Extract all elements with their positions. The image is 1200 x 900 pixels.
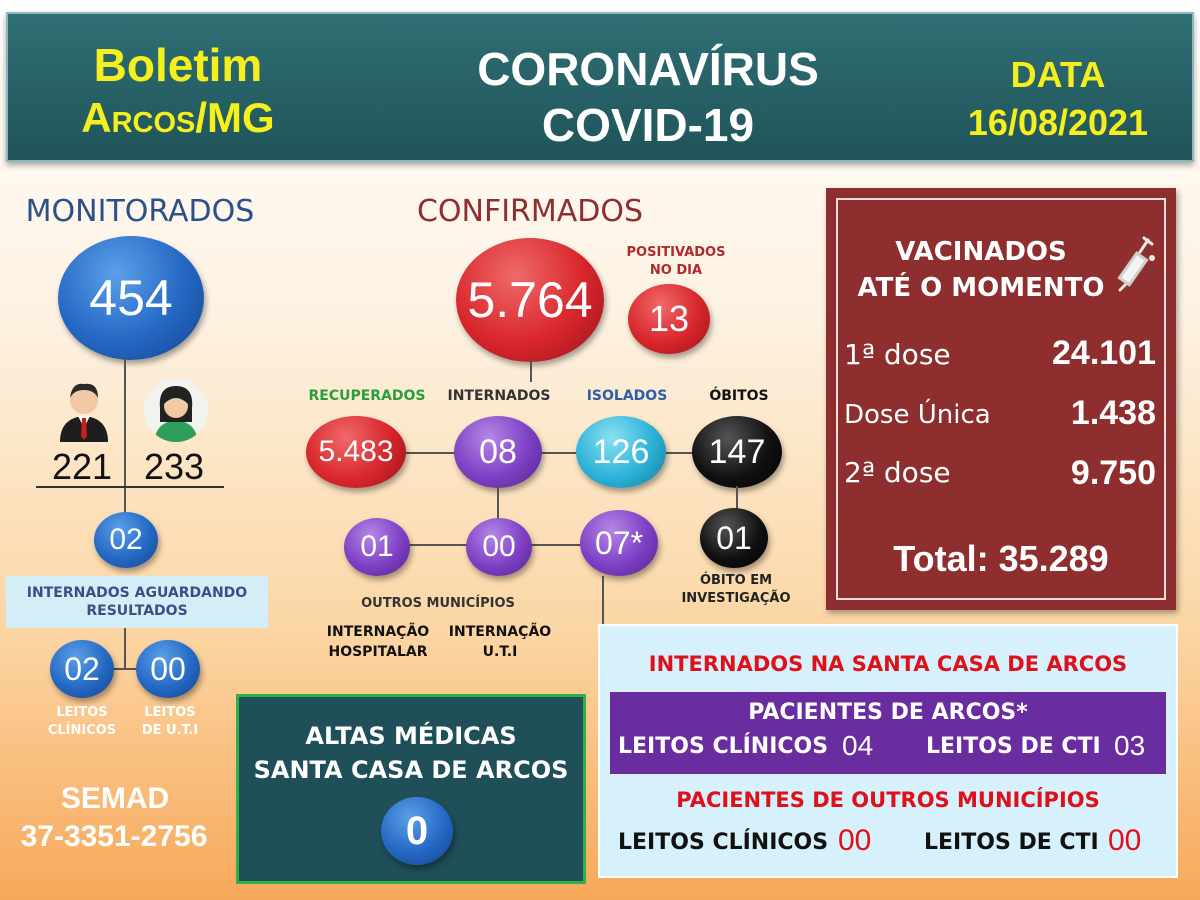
leitos-connector [96,668,154,670]
pacientes-arcos-bar: PACIENTES DE ARCOS* LEITOS CLÍNICOS 04 L… [610,692,1166,774]
vacinados-title: VACINADOS ATÉ O MOMENTO [846,234,1116,306]
outros-clinicos-value: 00 [838,824,872,857]
outros-uti-circle: 00 [466,518,532,576]
outros-cti-label: LEITOS DE CTI [924,830,1099,855]
monitorados-total-circle: 454 [58,236,204,360]
aguardando-label: INTERNADOS AGUARDANDO RESULTADOS [6,576,268,628]
pacientes-outros-title: PACIENTES DE OUTROS MUNICÍPIOS [676,788,1100,812]
leitos-uti-label-2: DE U.T.I [141,723,199,738]
internacao-hosp-label-2: HOSPITALAR [328,644,428,660]
title-coronavirus: CORONAVÍRUS [477,43,819,95]
obitos-connector [736,486,738,510]
internacao-uti-label-1: INTERNAÇÃO [448,624,552,640]
city-label: Arcos/MG [81,94,275,141]
positivados-label-2: NO DIA [649,263,703,278]
monitorados-divider [36,486,224,488]
semad-label: SEMAD [60,782,170,815]
internados-arcos-circle: 07* [580,510,658,576]
arcos-clinicos-value: 04 [842,730,874,761]
outros-hosp-circle: 01 [344,518,410,576]
mulheres-count: 233 [143,446,205,487]
recuperados-circle: 5.483 [306,416,406,488]
syringe-icon [1110,232,1158,296]
dose2-label: 2ª dose [844,456,951,489]
female-person-icon [144,378,208,442]
confirmados-title: CONFIRMADOS [416,194,644,229]
vacinados-title-1: VACINADOS [895,237,1067,267]
obitos-label: ÓBITOS [709,388,769,404]
internados-circle: 08 [454,416,542,488]
arcos-cti-label: LEITOS DE CTI [926,734,1101,759]
obito-investigacao-label-1: ÓBITO EM [699,573,773,588]
altas-title-1: ALTAS MÉDICAS [305,722,517,750]
leitos-clinicos-label: LEITOS CLÍNICOS [36,704,128,740]
altas-title-2: SANTA CASA DE ARCOS [253,756,569,784]
outros-cti-value: 00 [1108,824,1142,857]
leitos-uti-circle: 00 [136,640,200,698]
vacinados-frame [836,198,1166,600]
altas-panel: ALTAS MÉDICAS SANTA CASA DE ARCOS 0 [236,694,586,884]
vacinados-title-2: ATÉ O MOMENTO [857,273,1105,303]
outros-clinicos-label: LEITOS CLÍNICOS [618,830,829,855]
internacao-hosp-label-1: INTERNAÇÃO [326,624,430,640]
altas-circle: 0 [381,797,453,865]
date-label: DATA [1010,54,1106,95]
arcos-clinicos-label: LEITOS CLÍNICOS [618,734,829,759]
pacientes-arcos-title: PACIENTES DE ARCOS* [748,700,1028,725]
confirmados-connector [530,360,532,382]
internacao-uti-label: INTERNAÇÃO U.T.I [440,622,560,662]
male-person-icon [56,376,112,442]
status-connector [400,452,700,454]
leitos-clinicos-label-1: LEITOS [56,705,108,720]
leitos-uti-label: LEITOS DE U.T.I [124,704,216,740]
dose2-value: 9.750 [1070,454,1156,492]
monitorados-title: MONITORADOS [25,194,255,229]
boletim-label: Boletim [93,39,263,91]
obito-investigacao-label: ÓBITO EM INVESTIGAÇÃO [660,572,812,608]
dose-unica-value: 1.438 [1070,394,1156,432]
arcos-cti-value: 03 [1114,730,1146,761]
semad-phone: 37-3351-2756 [20,820,208,853]
dose-unica-label: Dose Única [844,400,991,430]
isolados-circle: 126 [576,416,666,488]
aguardando-connector [124,628,126,670]
internados-connector [497,486,499,518]
internacao-uti-label-2: U.T.I [482,644,518,660]
leitos-clinicos-circle: 02 [50,640,114,698]
header-banner: Boletim Arcos/MG CORONAVÍRUS COVID-19 DA… [6,12,1194,162]
dose1-label: 1ª dose [844,338,951,371]
leitos-clinicos-label-2: CLÍNICOS [47,723,117,738]
outros-municipios-label: OUTROS MUNICÍPIOS [361,596,515,611]
positivados-circle: 13 [628,284,710,354]
internados-label: INTERNADOS [447,388,551,404]
positivados-label: POSITIVADOS NO DIA [610,244,742,280]
monitorados-connector [124,358,126,516]
title-covid: COVID-19 [541,99,755,151]
recuperados-label: RECUPERADOS [308,388,426,404]
date-value: 16/08/2021 [967,102,1149,143]
vacinados-total: Total: 35.289 [893,538,1109,579]
dose1-value: 24.101 [1052,334,1156,372]
vacinados-panel: VACINADOS ATÉ O MOMENTO 1ª dose 24.101 D… [826,188,1176,610]
confirmados-total-circle: 5.764 [456,238,604,362]
obitos-circle: 147 [692,416,782,488]
obito-investigacao-circle: 01 [700,508,768,568]
leitos-uti-label-1: LEITOS [144,705,196,720]
homens-count: 221 [51,446,113,487]
altas-title: ALTAS MÉDICAS SANTA CASA DE ARCOS [239,719,583,787]
obito-investigacao-label-2: INVESTIGAÇÃO [681,591,791,606]
santa-casa-title: INTERNADOS NA SANTA CASA DE ARCOS [648,652,1128,676]
internacao-hosp-label: INTERNAÇÃO HOSPITALAR [318,622,438,662]
santa-casa-panel: INTERNADOS NA SANTA CASA DE ARCOS PACIEN… [598,624,1178,878]
aguardando-circle: 02 [94,512,158,568]
positivados-label-1: POSITIVADOS [626,245,726,260]
isolados-label: ISOLADOS [586,388,668,404]
